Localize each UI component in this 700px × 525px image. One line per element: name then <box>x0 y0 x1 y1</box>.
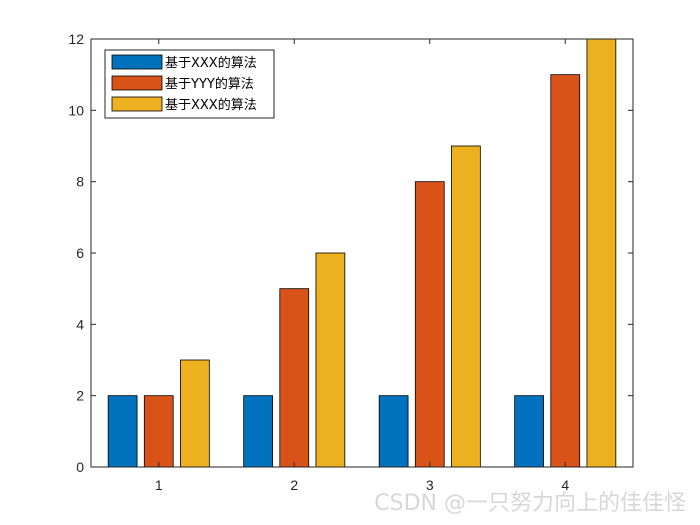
x-axis-ticks: 1 2 3 4 <box>155 39 569 493</box>
y-tick-label: 0 <box>76 459 84 475</box>
bar-series1-cat1 <box>107 395 138 468</box>
y-tick-label: 12 <box>68 31 84 47</box>
bar-series2-cat1 <box>143 395 174 468</box>
bar-series2-cat3 <box>414 181 445 468</box>
bar-series1-cat2 <box>243 395 273 468</box>
legend-label-2: 基于YYY的算法 <box>165 76 254 92</box>
x-tick-label: 2 <box>290 477 298 493</box>
x-tick-label: 4 <box>561 477 569 493</box>
watermark-text: CSDN @一只努力向上的佳佳怪 <box>374 491 686 516</box>
bar-series3-cat3 <box>451 145 481 468</box>
y-tick-label: 6 <box>76 245 84 261</box>
bar-series3-cat4 <box>586 38 617 468</box>
x-tick-label: 3 <box>426 477 434 493</box>
y-axis-ticks: 0 2 4 6 8 10 12 <box>68 31 633 475</box>
bar-series3-cat2 <box>315 252 346 468</box>
legend-label-3: 基于XXX的算法 <box>165 97 257 113</box>
legend-swatch-1 <box>111 54 163 70</box>
y-tick-label: 2 <box>76 388 84 404</box>
y-tick-label: 4 <box>76 316 84 332</box>
legend-swatch-3 <box>111 96 163 112</box>
bar-series2-cat4 <box>550 74 581 468</box>
bar-series1-cat4 <box>514 395 544 468</box>
legend-swatch-2 <box>111 75 163 91</box>
bar-series2-cat2 <box>279 288 310 468</box>
bar-series3-cat1 <box>180 359 210 468</box>
bar-series1-cat3 <box>378 395 409 468</box>
legend-label-1: 基于XXX的算法 <box>165 55 257 71</box>
x-tick-label: 1 <box>155 477 163 493</box>
y-tick-label: 8 <box>76 174 84 190</box>
bars-group <box>107 38 617 468</box>
y-tick-label: 10 <box>68 102 84 118</box>
